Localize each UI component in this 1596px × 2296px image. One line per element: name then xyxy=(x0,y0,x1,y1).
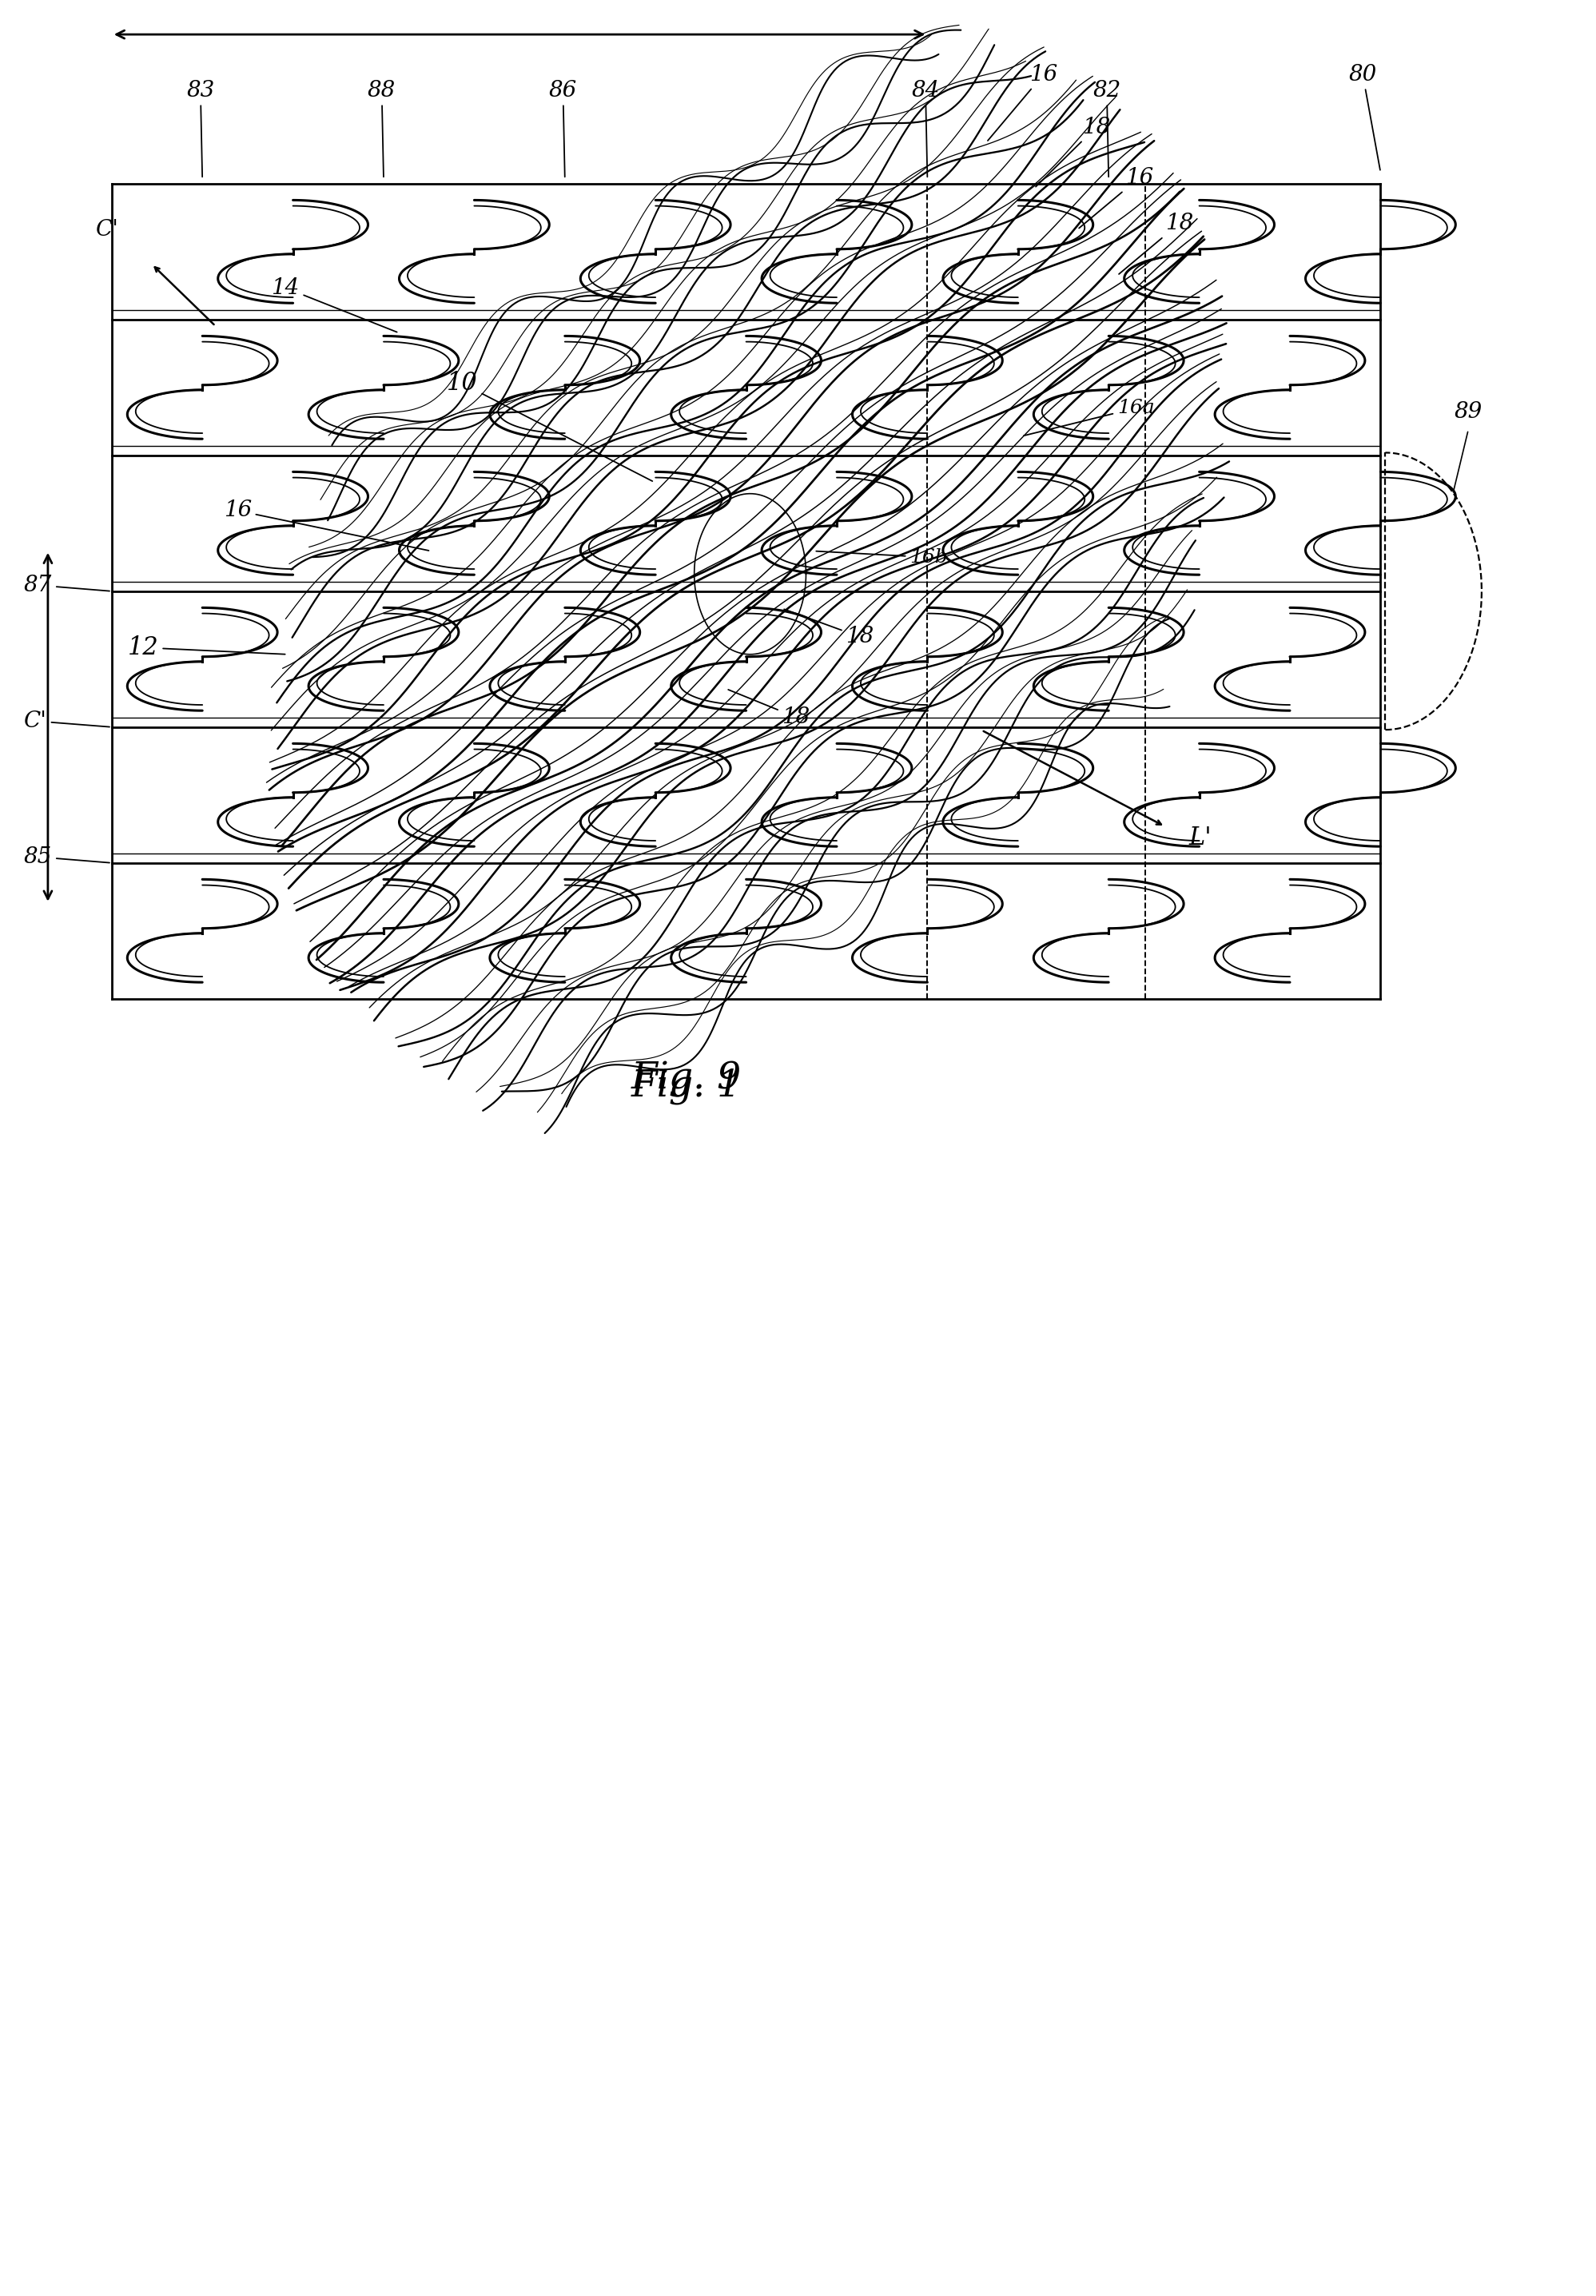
Text: 18: 18 xyxy=(1119,214,1194,273)
Text: 12: 12 xyxy=(128,636,286,659)
Text: 16: 16 xyxy=(988,64,1058,140)
Text: L': L' xyxy=(1189,827,1211,850)
Text: Fig. 1: Fig. 1 xyxy=(630,1068,742,1104)
Text: 89: 89 xyxy=(1454,402,1483,422)
Text: 16: 16 xyxy=(223,501,429,551)
Text: 10: 10 xyxy=(447,372,653,482)
Text: 86: 86 xyxy=(549,80,578,177)
Text: C': C' xyxy=(24,709,110,732)
Text: C': C' xyxy=(96,218,118,241)
Text: 80: 80 xyxy=(1349,64,1381,170)
Text: 14: 14 xyxy=(271,278,397,333)
Text: 87: 87 xyxy=(24,574,110,597)
Text: 82: 82 xyxy=(1093,80,1120,177)
Text: 84: 84 xyxy=(911,80,940,177)
Text: 18: 18 xyxy=(1036,117,1111,186)
Text: 18: 18 xyxy=(728,689,811,728)
Text: 83: 83 xyxy=(187,80,214,177)
Text: 16b: 16b xyxy=(816,549,948,567)
Text: 16a: 16a xyxy=(1023,400,1154,436)
Text: 85: 85 xyxy=(24,847,110,868)
Text: Fig. 9: Fig. 9 xyxy=(630,1061,742,1097)
Text: 18: 18 xyxy=(784,608,875,647)
Text: 88: 88 xyxy=(367,80,396,177)
Text: 16: 16 xyxy=(1079,168,1154,227)
